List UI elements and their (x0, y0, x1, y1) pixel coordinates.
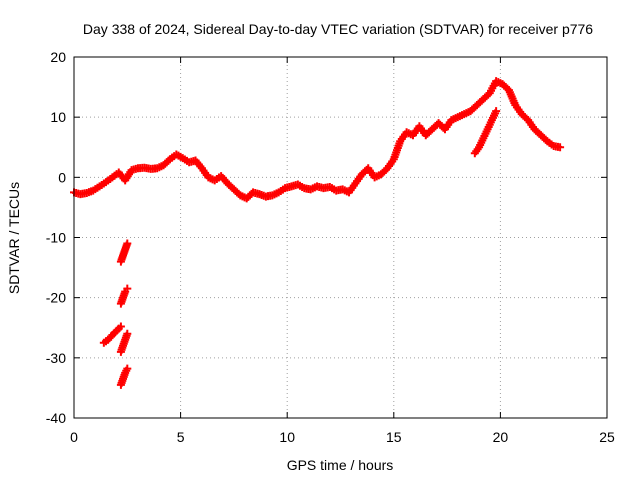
grid-lines (74, 57, 607, 418)
y-tick-label: -30 (46, 350, 66, 366)
x-axis-label: GPS time / hours (287, 457, 394, 473)
y-tick-label: 10 (50, 109, 66, 125)
x-tick-label: 10 (279, 429, 295, 445)
y-tick-label: -10 (46, 230, 66, 246)
data-points (70, 77, 565, 389)
x-tick-label: 15 (386, 429, 402, 445)
y-tick-label: -20 (46, 290, 66, 306)
data-point (123, 329, 132, 338)
chart-title: Day 338 of 2024, Sidereal Day-to-day VTE… (83, 21, 593, 37)
x-tick-label: 20 (493, 429, 509, 445)
data-point (492, 107, 501, 116)
y-tick-label: 0 (58, 169, 66, 185)
y-tick-label: 20 (50, 49, 66, 65)
y-tick-label: -40 (46, 410, 66, 426)
plot-frame (73, 56, 608, 419)
data-point (123, 284, 132, 293)
x-tick-label: 0 (70, 429, 78, 445)
data-point (556, 143, 565, 152)
x-tick-label: 5 (177, 429, 185, 445)
data-point (123, 364, 132, 373)
data-point (123, 239, 132, 248)
axis-ticks: 0 5 10 15 20 25 -40 -30 -20 -10 0 10 20 (46, 49, 615, 445)
x-tick-label: 25 (599, 429, 615, 445)
data-point (116, 322, 125, 331)
y-axis-label: SDTVAR / TECUs (6, 182, 22, 294)
